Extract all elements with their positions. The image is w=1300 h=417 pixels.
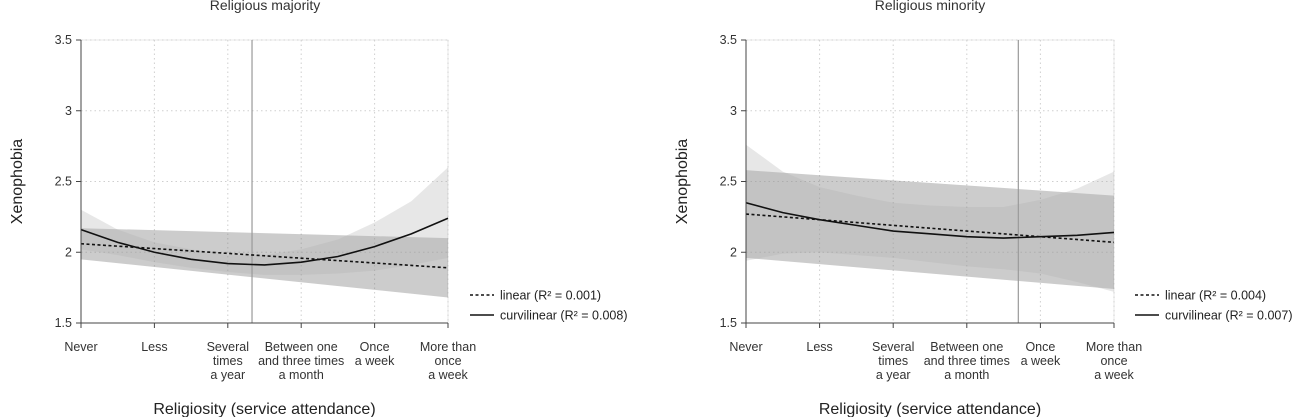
x-tick-label-line: Less — [141, 340, 167, 354]
x-tick-label-line: Less — [806, 340, 832, 354]
y-tick-label: 3 — [65, 104, 72, 118]
y-tick-label: 1.5 — [55, 316, 72, 330]
y-tick-label: 3.5 — [720, 33, 737, 47]
x-axis-title: Religiosity (service attendance) — [819, 401, 1041, 417]
x-tick-label-line: More than — [1086, 340, 1142, 354]
legend: linear (R² = 0.004) curvilinear (R² = 0.0… — [1135, 289, 1292, 323]
y-axis-title: Xenophobia — [674, 139, 691, 225]
x-tick-label-line: Never — [729, 340, 762, 354]
x-tick-label-line: a week — [1094, 368, 1134, 382]
x-tick-label-line: a year — [876, 368, 911, 382]
legend: linear (R² = 0.001) curvilinear (R² = 0.0… — [470, 289, 627, 323]
x-tick-label-line: Between one — [265, 340, 338, 354]
y-axis-title: Xenophobia — [9, 139, 26, 225]
series-line-linear — [80, 242, 449, 269]
y-tick-label: 1.5 — [720, 316, 737, 330]
x-tick-label-line: times — [213, 354, 243, 368]
panel-title: Religious majority — [210, 0, 320, 13]
x-tick-label-line: once — [434, 354, 461, 368]
x-tick-label-line: once — [1100, 354, 1127, 368]
series-line-linear — [745, 213, 1115, 244]
x-tick-label: Never — [64, 340, 97, 354]
x-tick-label-line: a year — [210, 368, 245, 382]
legend-label: linear (R² = 0.001) — [500, 289, 601, 303]
x-tick-label-line: times — [878, 354, 908, 368]
x-tick-label-line: Several — [207, 340, 249, 354]
x-tick-label-line: a week — [428, 368, 468, 382]
x-tick-label-line: and three times — [258, 354, 344, 368]
y-tick-label: 2.5 — [55, 175, 72, 189]
y-tick-label: 3 — [730, 104, 737, 118]
ci-band-linear — [81, 228, 448, 298]
legend-label: linear (R² = 0.004) — [1165, 289, 1266, 303]
x-tick-label-line: a week — [1021, 354, 1061, 368]
y-tick-label: 2.5 — [720, 175, 737, 189]
x-tick-label-line: More than — [420, 340, 476, 354]
y-tick-label: 3.5 — [55, 33, 72, 47]
ci-band-curvilinear — [746, 144, 1114, 292]
x-tick-label-line: a month — [279, 368, 324, 382]
ci-band-curvilinear — [81, 167, 448, 275]
legend-label: curvilinear (R² = 0.008) — [500, 309, 627, 323]
legend-label: curvilinear (R² = 0.007) — [1165, 309, 1292, 323]
panel-title: Religious minority — [875, 0, 985, 13]
series-line-curvilinear — [745, 201, 1115, 239]
x-tick-label-line: a month — [944, 368, 989, 382]
x-tick-label: Less — [806, 340, 832, 354]
x-tick-label-line: Never — [64, 340, 97, 354]
y-tick-label: 2 — [730, 245, 737, 259]
x-tick-label: Never — [729, 340, 762, 354]
y-tick-label: 2 — [65, 245, 72, 259]
x-tick-label-line: Once — [360, 340, 390, 354]
x-tick-label-line: Between one — [930, 340, 1003, 354]
x-axis-title: Religiosity (service attendance) — [153, 401, 375, 417]
x-tick-label: Less — [141, 340, 167, 354]
x-tick-label-line: Several — [872, 340, 914, 354]
x-tick-label-line: and three times — [924, 354, 1010, 368]
ci-band-linear — [746, 170, 1114, 290]
series-line-curvilinear — [80, 217, 449, 266]
x-tick-label-line: Once — [1025, 340, 1055, 354]
x-tick-label-line: a week — [355, 354, 395, 368]
